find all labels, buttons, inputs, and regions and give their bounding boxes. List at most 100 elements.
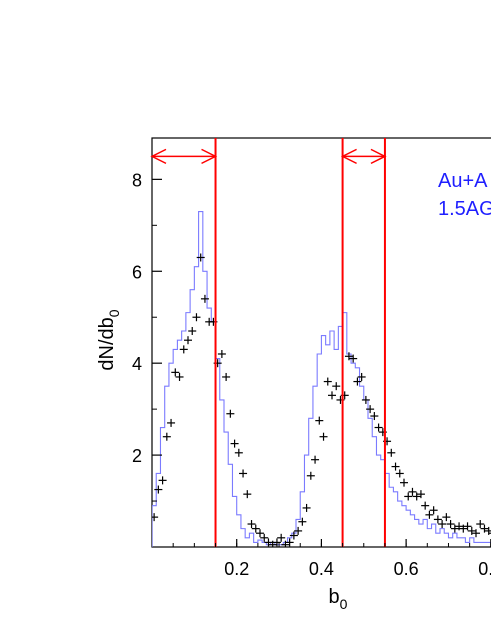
data-point	[234, 448, 243, 457]
data-point	[404, 492, 413, 501]
data-point	[425, 510, 434, 519]
y-tick-label: 8	[132, 170, 142, 190]
data-point	[480, 524, 489, 533]
data-point	[285, 538, 294, 547]
data-point	[344, 352, 353, 361]
x-tick-label: 0.2	[224, 559, 249, 579]
histogram-line	[152, 210, 491, 547]
data-point	[416, 490, 425, 499]
data-point	[421, 501, 430, 510]
range-arrow-right-head	[201, 148, 218, 165]
y-tick-label: 4	[132, 354, 142, 374]
data-point	[158, 476, 167, 485]
data-point	[429, 506, 438, 515]
data-point	[222, 372, 231, 381]
data-point	[353, 377, 362, 386]
x-axis-title: b0	[329, 586, 348, 612]
data-point	[256, 529, 264, 538]
data-point	[323, 377, 332, 386]
data-point	[175, 372, 184, 381]
data-point	[412, 492, 421, 501]
data-point	[154, 485, 163, 494]
x-tick-label: 0.4	[309, 559, 334, 579]
data-point	[476, 520, 485, 529]
annotation-line-1: Au+A	[438, 170, 488, 192]
y-ticks: 2 4 6 8	[132, 170, 162, 502]
data-point	[264, 538, 273, 547]
annotation-line-2: 1.5AG	[438, 198, 491, 220]
x-tick-label: 0.8	[478, 559, 491, 579]
range-arrow	[340, 148, 387, 165]
range-arrow	[150, 148, 218, 165]
marker-layer	[152, 253, 491, 547]
data-point	[315, 416, 324, 425]
data-point	[192, 313, 201, 322]
data-point	[349, 354, 358, 363]
data-point	[484, 526, 491, 535]
data-point	[268, 540, 277, 547]
data-point	[239, 469, 248, 478]
cut-lines-layer	[214, 138, 386, 547]
arrows-layer	[150, 148, 387, 165]
data-point	[438, 520, 447, 529]
data-point	[247, 520, 256, 529]
data-point	[311, 455, 320, 464]
data-point	[188, 327, 197, 336]
data-point	[289, 531, 298, 540]
data-point	[459, 524, 468, 533]
range-arrow-left-head	[340, 148, 357, 165]
histogram-layer	[152, 210, 491, 547]
data-point	[260, 533, 269, 542]
range-arrow-right-head	[370, 148, 387, 165]
data-point	[400, 478, 408, 487]
data-point	[162, 432, 171, 441]
data-point	[395, 469, 404, 478]
data-point	[357, 372, 366, 381]
y-tick-label: 6	[132, 262, 142, 282]
data-point	[277, 533, 286, 542]
plot-frame	[151, 137, 491, 548]
x-ticks: 0.2 0.4 0.6 0.8	[172, 539, 491, 579]
data-point	[243, 490, 252, 499]
data-point	[366, 405, 375, 414]
y-axis-title-sub: 0	[106, 309, 122, 317]
data-point	[328, 391, 336, 400]
y-axis-title-main: dN/db	[96, 317, 118, 370]
data-point	[370, 412, 379, 421]
data-point	[374, 423, 383, 432]
data-point	[171, 368, 180, 377]
data-point	[361, 395, 370, 404]
data-point	[167, 418, 176, 427]
data-point	[391, 462, 400, 471]
data-point	[450, 524, 459, 533]
data-point	[319, 432, 328, 441]
data-point	[442, 513, 451, 522]
data-point	[387, 448, 396, 457]
range-arrow-left-head	[150, 148, 167, 165]
data-point	[467, 526, 476, 535]
data-point	[298, 517, 307, 526]
data-point	[272, 538, 281, 547]
data-point	[179, 345, 188, 354]
data-point	[230, 439, 239, 448]
data-point	[200, 294, 209, 303]
data-point	[306, 471, 315, 480]
data-point	[281, 540, 290, 547]
data-point	[472, 529, 480, 538]
data-point	[433, 515, 442, 524]
data-point	[294, 526, 303, 535]
data-point	[446, 520, 455, 529]
data-point	[408, 487, 417, 496]
y-axis-title: dN/db0	[96, 309, 122, 370]
y-tick-label: 2	[132, 446, 142, 466]
data-point	[152, 513, 159, 522]
data-point	[251, 524, 260, 533]
data-point	[226, 409, 235, 418]
x-tick-label: 0.6	[394, 559, 419, 579]
data-point	[302, 503, 311, 512]
data-point	[196, 253, 205, 262]
data-point	[463, 522, 472, 531]
x-axis-title-main: b	[329, 586, 340, 608]
data-point	[332, 382, 341, 391]
